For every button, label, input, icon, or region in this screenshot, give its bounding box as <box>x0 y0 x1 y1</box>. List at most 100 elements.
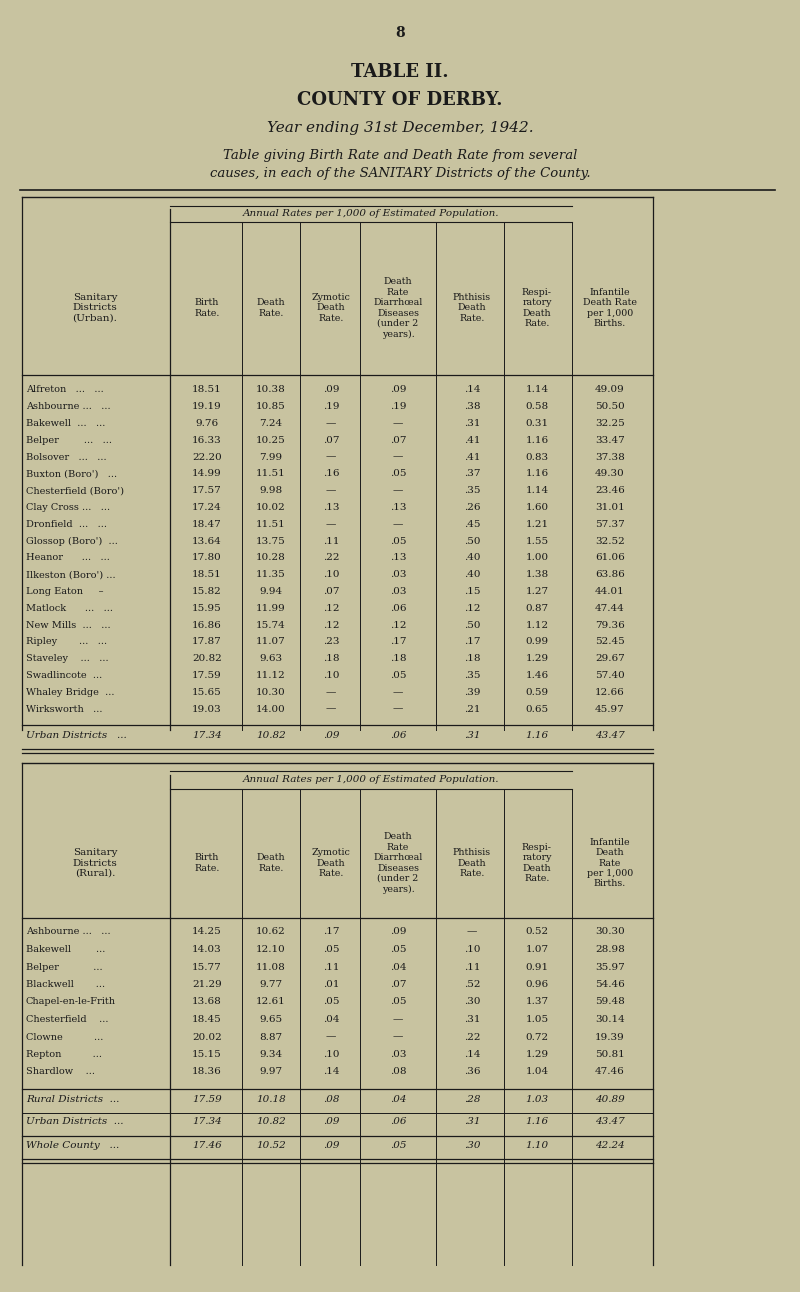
Text: —: — <box>326 704 336 713</box>
Text: .10: .10 <box>322 671 339 680</box>
Text: Ashbourne ...   ...: Ashbourne ... ... <box>26 928 110 937</box>
Text: 1.03: 1.03 <box>526 1096 549 1103</box>
Text: .09: .09 <box>322 1141 339 1150</box>
Text: Zymotic
Death
Rate.: Zymotic Death Rate. <box>311 848 350 877</box>
Text: 20.82: 20.82 <box>192 654 222 663</box>
Text: —: — <box>326 452 336 461</box>
Text: .41: .41 <box>464 452 480 461</box>
Text: 9.97: 9.97 <box>259 1067 282 1076</box>
Text: Bakewell        ...: Bakewell ... <box>26 944 106 953</box>
Text: .13: .13 <box>390 553 406 562</box>
Text: 19.39: 19.39 <box>595 1032 625 1041</box>
Text: 50.81: 50.81 <box>595 1050 625 1059</box>
Text: 10.18: 10.18 <box>256 1096 286 1103</box>
Text: Ripley       ...   ...: Ripley ... ... <box>26 637 107 646</box>
Text: 1.27: 1.27 <box>526 587 549 596</box>
Text: 1.00: 1.00 <box>526 553 549 562</box>
Text: Urban Districts  ...: Urban Districts ... <box>26 1118 123 1127</box>
Text: .05: .05 <box>390 1141 406 1150</box>
Text: 1.29: 1.29 <box>526 654 549 663</box>
Text: 28.98: 28.98 <box>595 944 625 953</box>
Text: .12: .12 <box>322 620 339 629</box>
Text: Bolsover   ...   ...: Bolsover ... ... <box>26 452 106 461</box>
Text: .28: .28 <box>464 1096 480 1103</box>
Text: .37: .37 <box>464 469 480 478</box>
Text: 30.30: 30.30 <box>595 928 625 937</box>
Text: .36: .36 <box>464 1067 480 1076</box>
Text: 0.83: 0.83 <box>526 452 549 461</box>
Text: Death
Rate.: Death Rate. <box>257 298 286 318</box>
Text: .18: .18 <box>322 654 339 663</box>
Text: 42.24: 42.24 <box>595 1141 625 1150</box>
Text: .06: .06 <box>390 731 406 740</box>
Text: .14: .14 <box>464 1050 480 1059</box>
Text: .19: .19 <box>322 402 339 411</box>
Text: —: — <box>393 519 403 528</box>
Text: 17.34: 17.34 <box>192 731 222 740</box>
Text: .38: .38 <box>464 402 480 411</box>
Text: 10.52: 10.52 <box>256 1141 286 1150</box>
Text: 13.68: 13.68 <box>192 997 222 1006</box>
Text: 18.51: 18.51 <box>192 385 222 394</box>
Text: Swadlincote  ...: Swadlincote ... <box>26 671 102 680</box>
Text: 0.52: 0.52 <box>526 928 549 937</box>
Text: —: — <box>393 704 403 713</box>
Text: 1.10: 1.10 <box>526 1141 549 1150</box>
Text: New Mills  ...   ...: New Mills ... ... <box>26 620 110 629</box>
Text: 12.66: 12.66 <box>595 687 625 696</box>
Text: .26: .26 <box>464 503 480 512</box>
Text: 1.60: 1.60 <box>526 503 549 512</box>
Text: 17.80: 17.80 <box>192 553 222 562</box>
Text: 10.25: 10.25 <box>256 435 286 444</box>
Text: Bakewell  ...   ...: Bakewell ... ... <box>26 419 106 428</box>
Text: Urban Districts   ...: Urban Districts ... <box>26 731 126 740</box>
Text: 0.99: 0.99 <box>526 637 549 646</box>
Text: Table giving Birth Rate and Death Rate from several: Table giving Birth Rate and Death Rate f… <box>223 150 577 163</box>
Text: 16.33: 16.33 <box>192 435 222 444</box>
Text: .09: .09 <box>390 928 406 937</box>
Text: 1.12: 1.12 <box>526 620 549 629</box>
Text: 1.21: 1.21 <box>526 519 549 528</box>
Text: .40: .40 <box>464 553 480 562</box>
Text: .52: .52 <box>464 981 480 988</box>
Text: .15: .15 <box>464 587 480 596</box>
Text: 15.95: 15.95 <box>192 603 222 612</box>
Text: .04: .04 <box>322 1016 339 1025</box>
Text: Clowne          ...: Clowne ... <box>26 1032 103 1041</box>
Text: Annual Rates per 1,000 of Estimated Population.: Annual Rates per 1,000 of Estimated Popu… <box>242 775 499 784</box>
Text: 49.30: 49.30 <box>595 469 625 478</box>
Text: 23.46: 23.46 <box>595 486 625 495</box>
Text: Birth
Rate.: Birth Rate. <box>194 853 220 872</box>
Text: TABLE II.: TABLE II. <box>351 63 449 81</box>
Text: —: — <box>326 1032 336 1041</box>
Text: .01: .01 <box>322 981 339 988</box>
Text: .04: .04 <box>390 963 406 972</box>
Text: Clay Cross ...   ...: Clay Cross ... ... <box>26 503 110 512</box>
Text: Phthisis
Death
Rate.: Phthisis Death Rate. <box>453 293 491 323</box>
Text: 59.48: 59.48 <box>595 997 625 1006</box>
Text: 21.29: 21.29 <box>192 981 222 988</box>
Text: .30: .30 <box>464 997 480 1006</box>
Text: Whaley Bridge  ...: Whaley Bridge ... <box>26 687 114 696</box>
Text: .05: .05 <box>390 671 406 680</box>
Text: Buxton (Boro')   ...: Buxton (Boro') ... <box>26 469 117 478</box>
Text: .39: .39 <box>464 687 480 696</box>
Text: .31: .31 <box>464 731 480 740</box>
Text: .05: .05 <box>390 536 406 545</box>
Text: —: — <box>393 452 403 461</box>
Text: .22: .22 <box>464 1032 480 1041</box>
Text: —: — <box>393 1032 403 1041</box>
Text: 11.51: 11.51 <box>256 469 286 478</box>
Text: 10.30: 10.30 <box>256 687 286 696</box>
Text: 57.40: 57.40 <box>595 671 625 680</box>
Text: .03: .03 <box>390 1050 406 1059</box>
Text: .11: .11 <box>322 536 339 545</box>
Text: .14: .14 <box>322 1067 339 1076</box>
Text: .40: .40 <box>464 570 480 579</box>
Text: .50: .50 <box>464 536 480 545</box>
Text: —: — <box>393 687 403 696</box>
Text: 19.19: 19.19 <box>192 402 222 411</box>
Text: Ilkeston (Boro') ...: Ilkeston (Boro') ... <box>26 570 116 579</box>
Text: —: — <box>326 687 336 696</box>
Text: 33.47: 33.47 <box>595 435 625 444</box>
